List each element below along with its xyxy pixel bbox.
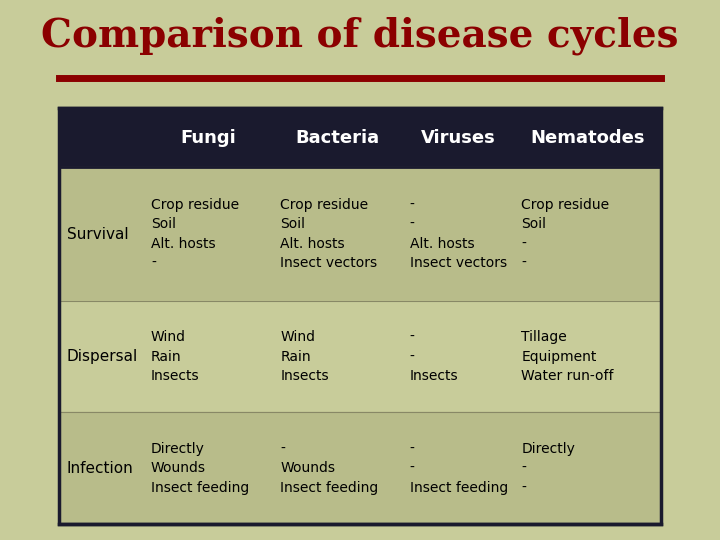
Bar [273, 167, 402, 301]
Text: Bacteria: Bacteria [295, 129, 379, 146]
Text: -
-
Alt. hosts
Insect vectors: - - Alt. hosts Insect vectors [410, 198, 507, 271]
Text: Crop residue
Soil
Alt. hosts
-: Crop residue Soil Alt. hosts - [151, 198, 239, 271]
Text: -
Wounds
Insect feeding: - Wounds Insect feeding [280, 442, 379, 495]
Bar [273, 413, 402, 524]
Text: -
-
Insects: - - Insects [410, 330, 459, 383]
Bar [513, 301, 661, 413]
Bar [143, 108, 273, 167]
Bar [59, 167, 143, 301]
Bar [402, 108, 513, 167]
Bar [143, 413, 273, 524]
Bar [513, 108, 661, 167]
Text: Dispersal: Dispersal [67, 349, 138, 364]
Bar [513, 167, 661, 301]
Text: Comparison of disease cycles: Comparison of disease cycles [41, 16, 679, 55]
Text: -
-
Insect feeding: - - Insect feeding [410, 442, 508, 495]
Text: Viruses: Viruses [420, 129, 495, 146]
Text: Wind
Rain
Insects: Wind Rain Insects [151, 330, 199, 383]
Bar [402, 413, 513, 524]
Text: Directly
Wounds
Insect feeding: Directly Wounds Insect feeding [151, 442, 249, 495]
Text: Infection: Infection [67, 461, 133, 476]
Bar [402, 167, 513, 301]
Text: Survival: Survival [67, 227, 128, 241]
Text: Fungi: Fungi [180, 129, 236, 146]
Bar [402, 301, 513, 413]
Text: Crop residue
Soil
Alt. hosts
Insect vectors: Crop residue Soil Alt. hosts Insect vect… [280, 198, 377, 271]
Bar [273, 108, 402, 167]
Bar [143, 301, 273, 413]
Bar [59, 301, 143, 413]
Text: Wind
Rain
Insects: Wind Rain Insects [280, 330, 329, 383]
Text: Tillage
Equipment
Water run-off: Tillage Equipment Water run-off [521, 330, 613, 383]
Bar [59, 108, 143, 167]
Text: Directly
-
-: Directly - - [521, 442, 575, 495]
Bar [59, 108, 661, 524]
Bar [143, 167, 273, 301]
Text: Crop residue
Soil
-
-: Crop residue Soil - - [521, 198, 609, 271]
Bar [273, 301, 402, 413]
Text: Nematodes: Nematodes [530, 129, 644, 146]
Bar [513, 413, 661, 524]
Bar [59, 413, 143, 524]
